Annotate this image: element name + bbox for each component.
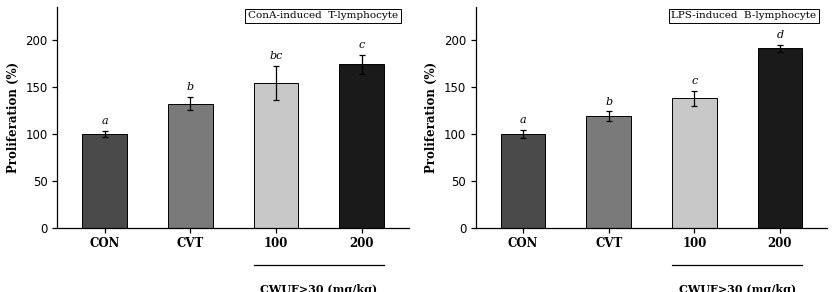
Y-axis label: Proliferation (%): Proliferation (%): [425, 62, 439, 173]
Text: CWUF>30 (mg/kg): CWUF>30 (mg/kg): [679, 284, 796, 292]
Y-axis label: Proliferation (%): Proliferation (%): [7, 62, 20, 173]
Bar: [672, 98, 716, 228]
Text: b: b: [605, 97, 612, 107]
Bar: [168, 104, 213, 228]
Bar: [339, 64, 384, 228]
Text: d: d: [776, 30, 783, 40]
Bar: [83, 134, 127, 228]
Text: CWUF>30 (mg/kg): CWUF>30 (mg/kg): [260, 284, 377, 292]
Text: a: a: [520, 115, 526, 125]
Bar: [500, 134, 545, 228]
Text: c: c: [691, 76, 697, 86]
Bar: [586, 116, 631, 228]
Text: a: a: [101, 116, 108, 126]
Text: c: c: [359, 40, 364, 50]
Text: b: b: [187, 82, 193, 93]
Text: ConA-induced  T-lymphocyte: ConA-induced T-lymphocyte: [248, 11, 398, 20]
Bar: [757, 48, 802, 228]
Text: bc: bc: [269, 51, 283, 61]
Text: LPS-induced  B-lymphocyte: LPS-induced B-lymphocyte: [671, 11, 816, 20]
Bar: [254, 83, 299, 228]
